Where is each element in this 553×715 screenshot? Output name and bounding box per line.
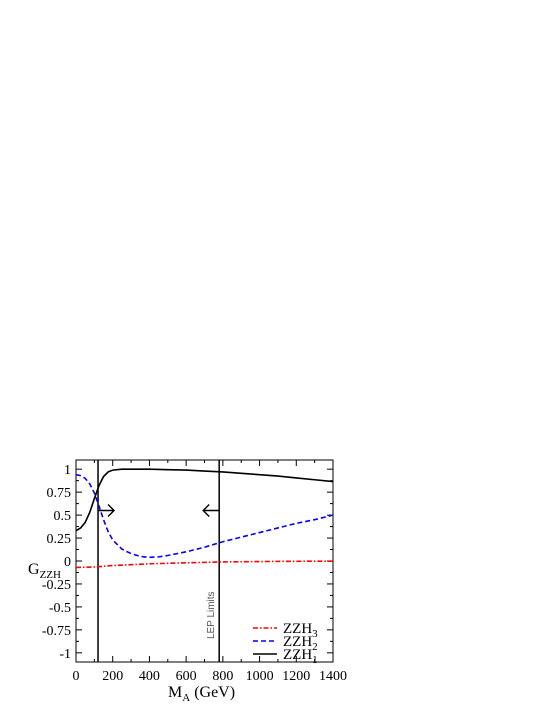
lep-limits-label: LEP Limits <box>206 591 217 639</box>
x-axis-ticks: 0 200 400 600 800 1000 1200 1400 <box>73 460 347 684</box>
x-tick-label: 400 <box>139 669 160 684</box>
x-tick-label: 600 <box>176 669 197 684</box>
x-axis-title-suffix: (GeV) <box>190 684 235 701</box>
arrow-left <box>202 504 220 517</box>
y-axis-title-main: G <box>28 561 40 578</box>
legend-label-main: ZZH <box>283 621 312 637</box>
series-line-zzh2 <box>76 473 333 559</box>
legend-label-sub: 1 <box>312 654 318 666</box>
legend-label-sub: 3 <box>312 628 318 640</box>
y-axis-ticks: 1 0.75 0.5 0.25 0 -0.25 -0.5 -0.75 -1 <box>42 463 333 662</box>
legend-label: ZZH3 <box>283 621 318 640</box>
x-axis-title-main: M <box>168 684 182 701</box>
y-tick-label: 0 <box>64 555 71 570</box>
series-line-zzh3 <box>76 560 333 569</box>
y-axis-title: GZZH <box>28 561 61 581</box>
x-tick-label: 1400 <box>319 669 347 684</box>
x-tick-label: 800 <box>212 669 233 684</box>
x-tick-label: 200 <box>102 669 123 684</box>
y-tick-label: 1 <box>64 463 71 478</box>
y-tick-label: -1 <box>59 647 71 662</box>
y-tick-label: -0.5 <box>49 601 71 616</box>
annotations-layer: LEP Limits <box>206 591 217 639</box>
y-tick-label: -0.75 <box>42 624 71 639</box>
legend-label: ZZH1 <box>283 647 318 666</box>
y-tick-label: -0.25 <box>42 578 71 593</box>
x-axis-title-sub: A <box>182 692 190 704</box>
y-tick-label: 0.25 <box>47 532 72 547</box>
series-layer <box>76 468 333 569</box>
legend-label-sub: 2 <box>312 641 318 653</box>
x-tick-label: 1000 <box>246 669 274 684</box>
arrow-right <box>98 504 116 517</box>
x-tick-label: 1200 <box>282 669 310 684</box>
x-tick-label: 0 <box>73 669 80 684</box>
arrows-layer <box>98 504 220 517</box>
series-line-zzh1 <box>76 468 333 532</box>
legend-label-main: ZZH <box>283 634 312 650</box>
y-tick-label: 0.75 <box>47 486 72 501</box>
limit-lines <box>97 460 220 662</box>
x-axis-title: MA (GeV) <box>168 684 235 704</box>
legend-label-main: ZZH <box>283 647 312 663</box>
y-tick-label: 0.5 <box>54 509 72 524</box>
legend-label: ZZH2 <box>283 634 318 653</box>
y-axis-title-sub: ZZH <box>40 569 61 581</box>
